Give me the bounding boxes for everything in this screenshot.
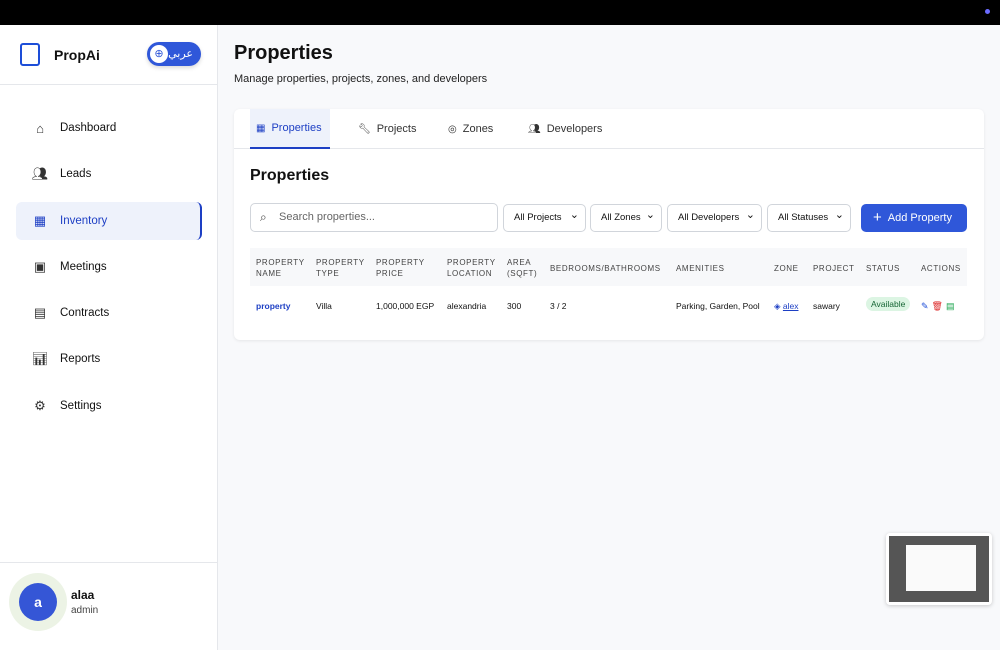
add-property-label: Add Property (887, 212, 952, 224)
column-header: PROPERTY TYPE (316, 258, 365, 278)
screen-preview-thumbnail[interactable] (886, 533, 992, 605)
brand-name: PropAi (54, 47, 100, 63)
wrench-icon: 🔧︎ (358, 123, 371, 135)
top-bar (0, 0, 1000, 25)
user-role: admin (71, 605, 99, 616)
tab-projects[interactable]: 🔧︎ Projects (352, 109, 422, 149)
property-area: 300 (507, 301, 522, 311)
page-subtitle: Manage properties, projects, zones, and … (234, 73, 488, 85)
column-header: AREA (SQFT) (507, 258, 538, 278)
column-header: PROPERTY NAME (256, 258, 305, 278)
zones-filter[interactable]: All Zones (590, 202, 662, 232)
calendar-icon: ▣ (33, 258, 47, 274)
sidebar-nav: ⌂ Dashboard 👥︎ Leads ▦ Inventory ▣ Meetings … (16, 109, 202, 433)
column-header: ZONE (774, 264, 799, 273)
sidebar-item-label: Dashboard (60, 122, 117, 134)
sidebar-item-reports[interactable]: 📊︎ Reports (16, 340, 202, 378)
sidebar-item-label: Settings (60, 399, 102, 412)
page-title: Properties (234, 42, 333, 64)
sidebar-item-dashboard[interactable]: ⌂ Dashboard (16, 109, 202, 147)
search-icon: ⌕ (260, 210, 267, 224)
sidebar-item-label: Reports (60, 353, 101, 366)
sidebar-item-meetings[interactable]: ▣ Meetings (16, 248, 202, 286)
tab-zones[interactable]: ◎ Zones (442, 109, 499, 149)
sidebar-item-leads[interactable]: 👥︎ Leads (16, 155, 202, 193)
globe-icon: ⊕ (150, 45, 168, 63)
language-label: عربي (168, 48, 193, 60)
amenities: Parking, Garden, Pool (676, 301, 760, 311)
user-name: alaa (71, 588, 95, 602)
users-icon: 👥︎ (31, 166, 49, 182)
tab-label: Developers (546, 123, 603, 135)
property-price: 1,000,000 EGP (376, 301, 435, 311)
column-header: ACTIONS (921, 264, 961, 273)
column-header: STATUS (866, 264, 900, 273)
status-label: Available (866, 297, 911, 311)
document-icon: ▤ (33, 305, 47, 321)
column-header: PROPERTY PRICE (376, 258, 425, 278)
tab-label: Projects (376, 123, 417, 135)
column-header: AMENITIES (676, 264, 725, 273)
section-title: Properties (250, 167, 330, 184)
row-actions: ✎ 🗑︎ ▤ (921, 301, 958, 312)
sidebar: PropAi ⊕ عربي ⌂ Dashboard 👥︎ Leads ▦ Invento… (0, 25, 218, 650)
document-icon[interactable]: ▤ (945, 301, 955, 311)
sidebar-item-label: Contracts (60, 307, 110, 320)
bar-chart-icon: 📊︎ (31, 351, 49, 367)
tab-bar: ▦ Properties 🔧︎ Projects ◎ Zones 👥︎ Develope… (234, 109, 984, 149)
map-pin-icon: ◈ (774, 301, 783, 311)
gear-icon: ⚙ (34, 397, 46, 413)
bedrooms-bathrooms: 3 / 2 (550, 301, 567, 311)
properties-card: ▦ Properties 🔧︎ Projects ◎ Zones 👥︎ Develope… (234, 109, 984, 340)
edit-icon[interactable]: ✎ (921, 301, 929, 311)
sidebar-item-contracts[interactable]: ▤ Contracts (16, 294, 202, 332)
search-input[interactable]: ⌕ Search properties... (250, 203, 498, 232)
project: sawary (813, 301, 840, 311)
user-profile[interactable]: a alaa admin (0, 562, 218, 650)
property-location: alexandria (447, 301, 487, 311)
sidebar-item-label: Inventory (60, 214, 108, 227)
sidebar-item-label: Meetings (60, 260, 107, 273)
brand-header: PropAi ⊕ عربي (0, 25, 217, 85)
building-icon: ▦ (256, 122, 266, 134)
column-header: PROPERTY LOCATION (447, 258, 496, 278)
column-header: BEDROOMS/BATHROOMS (550, 264, 661, 273)
column-header: PROJECT (813, 264, 855, 273)
sidebar-item-inventory[interactable]: ▦ Inventory (16, 201, 202, 240)
tab-properties[interactable]: ▦ Properties (250, 109, 330, 149)
delete-icon[interactable]: 🗑︎ (931, 301, 943, 311)
users-icon: 👥︎ (528, 123, 541, 135)
statuses-filter[interactable]: All Statuses (767, 202, 851, 232)
tab-developers[interactable]: 👥︎ Developers (522, 109, 608, 149)
zone-label: alex (782, 301, 799, 311)
developers-filter[interactable]: All Developers (667, 202, 762, 232)
tab-label: Zones (462, 123, 494, 135)
sidebar-item-label: Leads (60, 168, 92, 181)
home-icon: ⌂ (36, 120, 44, 136)
language-toggle[interactable]: ⊕ عربي (147, 42, 201, 66)
avatar: a (19, 583, 57, 621)
status-badge: Available (866, 297, 911, 311)
tab-label: Properties (271, 122, 322, 134)
plus-icon: + (873, 209, 882, 226)
property-name-link[interactable]: property (256, 301, 291, 311)
table-header (250, 248, 967, 286)
building-logo-icon (20, 43, 40, 66)
search-placeholder: Search properties... (279, 211, 375, 223)
property-type: Villa (316, 301, 332, 311)
add-property-button[interactable]: + Add Property (861, 204, 967, 232)
zone-link[interactable]: ◈ alex (774, 301, 799, 312)
projects-filter[interactable]: All Projects (503, 202, 586, 232)
status-dot (985, 9, 990, 14)
building-icon: ▦ (33, 212, 47, 228)
sidebar-item-settings[interactable]: ⚙ Settings (16, 387, 202, 425)
map-pin-icon: ◎ (448, 123, 457, 135)
